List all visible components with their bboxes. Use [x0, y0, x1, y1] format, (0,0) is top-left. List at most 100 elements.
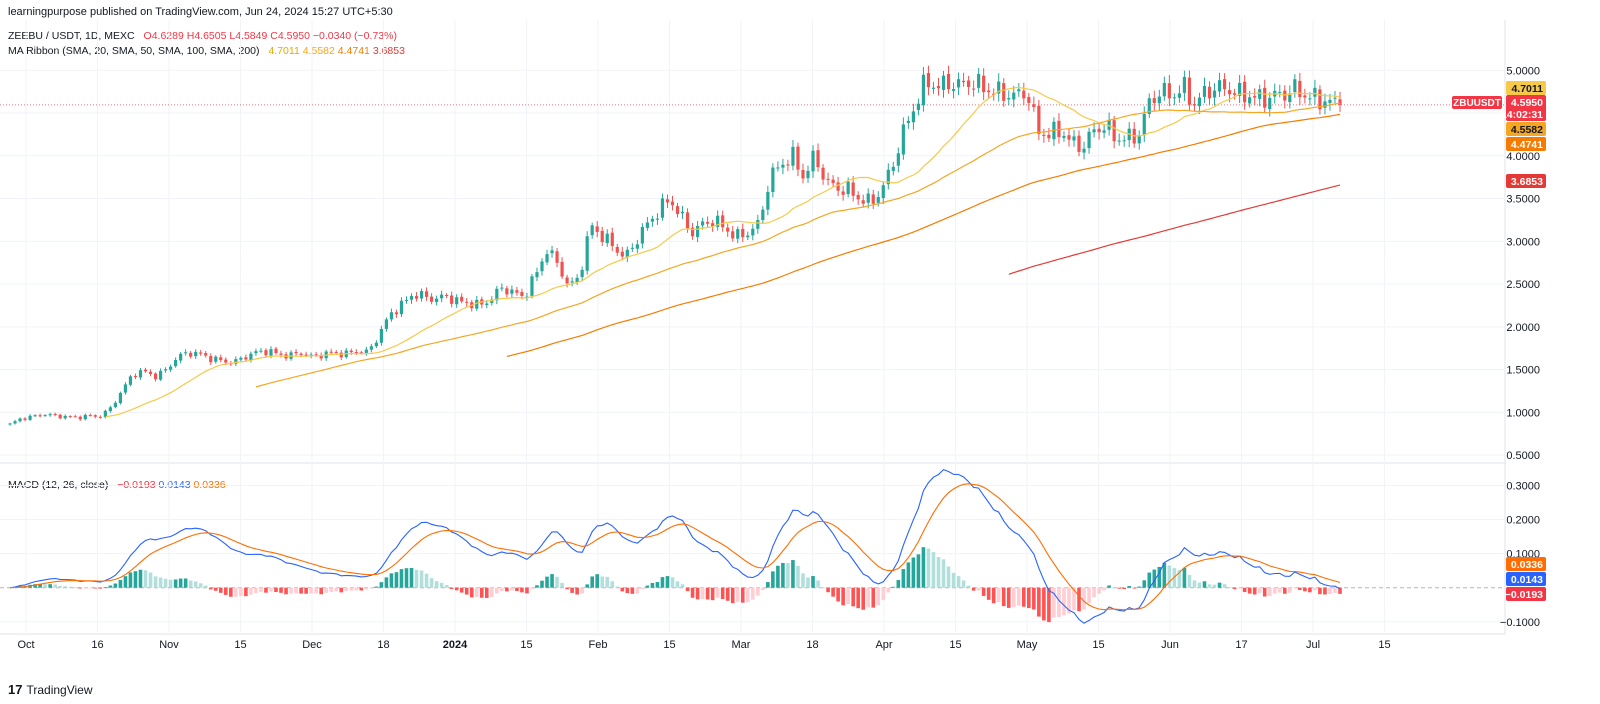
macd-histogram-bar — [319, 587, 323, 595]
candle-body — [309, 354, 313, 356]
candle-body — [846, 181, 850, 195]
macd-histogram-bar — [715, 587, 720, 598]
candle-body — [455, 297, 459, 305]
candle-body — [1288, 93, 1292, 103]
candle-body — [1112, 120, 1116, 142]
ma100-price-tag-text: 4.4741 — [1511, 139, 1543, 151]
macd-histogram-bar — [966, 585, 971, 588]
candle-body — [435, 298, 439, 303]
candle-body — [189, 352, 193, 357]
tradingview-brand[interactable]: 17 TradingView — [8, 682, 93, 697]
candle-body — [1177, 93, 1181, 98]
macd-histogram-bar — [986, 587, 991, 600]
ma100-value: 4.4741 — [337, 45, 370, 57]
macd-histogram-bar — [304, 587, 308, 594]
candle-body — [741, 228, 745, 238]
macd-histogram-bar — [1172, 568, 1177, 588]
candle-body — [349, 350, 353, 353]
macd-histogram-bar — [409, 567, 414, 588]
ma200-price-tag-text: 3.6853 — [1511, 176, 1543, 188]
candle-body — [716, 215, 720, 227]
candle-body — [756, 220, 760, 229]
macd-histogram-bar — [640, 587, 645, 590]
macd-histogram-bar — [434, 581, 439, 588]
macd-histogram-bar — [670, 577, 675, 588]
x-tick-label: Apr — [875, 639, 892, 651]
macd-histogram-bar — [224, 587, 228, 595]
macd-histogram-bar — [821, 587, 825, 589]
candle-body — [931, 87, 936, 89]
ma50-value: 4.5582 — [302, 45, 335, 57]
candle-body — [294, 351, 298, 354]
macd-histogram-bar — [650, 583, 655, 588]
candle-body — [1047, 134, 1051, 139]
ma20-price-tag-text: 4.7011 — [1511, 83, 1543, 95]
candle-body — [234, 359, 238, 364]
macd-histogram-bar — [173, 579, 178, 588]
candle-body — [1207, 86, 1212, 99]
macd-histogram-bar — [334, 587, 339, 592]
ma50-price-tag-bg — [1506, 122, 1546, 136]
candle-body — [88, 415, 92, 417]
macd-histogram-bar — [1127, 585, 1132, 588]
macd-histogram-bar — [98, 587, 103, 589]
macd-histogram-bar — [48, 584, 52, 588]
macd-histogram-bar — [836, 587, 840, 602]
macd-histogram-bar — [158, 577, 163, 588]
macd-histogram-bar — [981, 587, 986, 596]
candle-body — [8, 423, 12, 425]
macd-histogram-bar — [289, 587, 293, 594]
macd-histogram-bar — [1167, 565, 1172, 588]
macd-histogram-bar — [1182, 567, 1187, 588]
candle-body — [274, 348, 278, 354]
macd-histogram-bar — [344, 587, 349, 592]
macd-line-tag-text: 0.0143 — [1511, 574, 1543, 586]
macd-histogram-bar — [1117, 587, 1121, 589]
macd-histogram-bar — [685, 587, 690, 592]
macd-histogram-bar — [1057, 587, 1061, 618]
price-tick-label: 2.0000 — [1506, 322, 1540, 334]
macd-histogram-bar — [545, 576, 549, 588]
macd-histogram-bar — [274, 587, 278, 593]
macd-tick-label: 0.3000 — [1506, 480, 1540, 492]
candle-body — [394, 312, 399, 315]
macd-histogram-bar — [931, 552, 936, 588]
candle-body — [1253, 96, 1257, 98]
candle-body — [1167, 83, 1171, 99]
macd-histogram-bar — [1142, 580, 1147, 588]
candle-body — [1087, 131, 1091, 149]
macd-histogram-bar — [695, 587, 700, 600]
macd-histogram-bar — [941, 559, 946, 588]
macd-histogram-bar — [776, 565, 780, 588]
candle-body — [28, 415, 32, 420]
macd-histogram-bar — [655, 582, 660, 588]
macd-histogram-bar — [1192, 580, 1197, 588]
macd-histogram-bar — [946, 566, 951, 588]
ma-ribbon-label[interactable]: MA Ribbon (SMA, 20, SMA, 50, SMA, 100, S… — [8, 45, 260, 57]
macd-histogram-bar — [259, 587, 263, 593]
price-tick-label: 2.5000 — [1506, 279, 1540, 291]
candle-body — [831, 179, 835, 184]
candle-body — [1007, 98, 1011, 100]
candle-body — [138, 370, 143, 378]
candle-body — [851, 182, 855, 196]
candle-body — [961, 80, 966, 83]
candle-body — [399, 300, 404, 315]
candle-body — [445, 294, 449, 296]
candle-body — [73, 416, 77, 418]
macd-histogram-bar — [610, 581, 615, 588]
candle-body — [545, 254, 549, 263]
macd-histogram-bar — [791, 560, 795, 588]
macd-histogram-bar — [630, 587, 635, 594]
candle-body — [465, 301, 469, 303]
candle-body — [1333, 97, 1337, 99]
macd-histogram-bar — [379, 582, 384, 588]
candle-body — [1142, 113, 1146, 136]
macd-histogram-bar — [1032, 587, 1036, 610]
symbol-name[interactable]: ZEEBU / USDT, 1D, MEXC — [8, 30, 135, 42]
macd-histogram-bar — [846, 587, 850, 604]
macd-histogram-bar — [1152, 569, 1157, 588]
macd-histogram-bar — [58, 585, 62, 588]
candle-body — [259, 350, 263, 352]
